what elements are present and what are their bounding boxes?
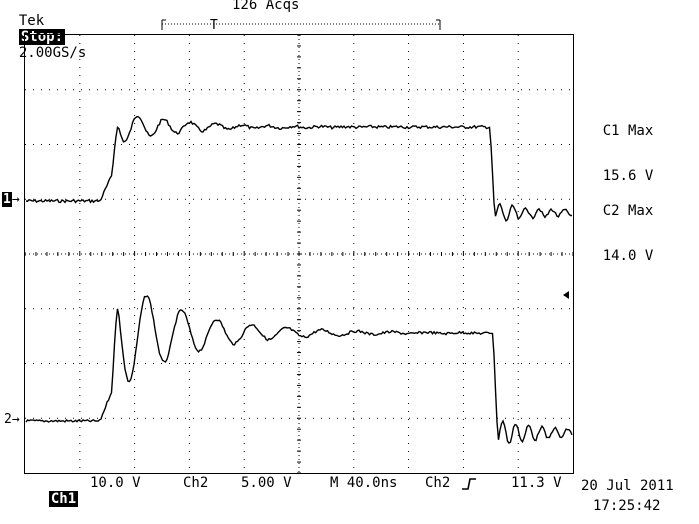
arrow-right-icon: → bbox=[11, 192, 20, 207]
acquisition-count: 126 Acqs bbox=[232, 0, 300, 13]
trigger-position-marker: T bbox=[210, 18, 218, 33]
time-readout: 17:25:42 bbox=[593, 498, 661, 514]
ch2-ground-marker[interactable]: 2→ bbox=[4, 413, 20, 427]
traces bbox=[25, 115, 573, 445]
date-readout: 20 Jul 2011 bbox=[581, 478, 674, 494]
timebase-readout: M 40.0ns bbox=[330, 475, 398, 491]
measurement-name: C2 Max bbox=[602, 203, 654, 219]
measurement-value: 14.0 V bbox=[602, 248, 654, 264]
ch1-scale: 10.0 V bbox=[90, 475, 141, 491]
ch1-ground-marker[interactable]: 1→ bbox=[2, 192, 20, 207]
measurement-value: 15.6 V bbox=[602, 168, 654, 184]
trigger-level-readout: 11.3 V bbox=[511, 475, 562, 491]
ch2-marker-label: 2 bbox=[4, 412, 12, 427]
sample-rate-readout: 2.00GS/s bbox=[18, 45, 87, 61]
ch2-label[interactable]: Ch2 bbox=[183, 475, 209, 491]
ch1-trace bbox=[25, 115, 572, 223]
measurement-c1-max: C1 Max 15.6 V bbox=[597, 94, 659, 199]
arrow-right-icon: → bbox=[11, 412, 20, 427]
ch2-trace bbox=[25, 295, 573, 445]
acquisition-state-badge: Stop: bbox=[18, 29, 66, 45]
trigger-level-icon bbox=[563, 291, 569, 299]
trigger-source: Ch2 bbox=[425, 475, 451, 491]
rising-edge-icon bbox=[462, 478, 476, 490]
graticule-grid bbox=[24, 34, 574, 474]
header-bar: Tek Stop: 2.00GS/s bbox=[2, 0, 86, 61]
ch2-scale: 5.00 V bbox=[241, 475, 292, 491]
brand-label: Tek bbox=[18, 13, 45, 29]
record-length-indicator bbox=[161, 19, 441, 30]
measurement-name: C1 Max bbox=[602, 123, 654, 139]
ch1-label[interactable]: Ch1 bbox=[48, 491, 79, 507]
ch1-marker-label: 1 bbox=[2, 192, 12, 207]
measurement-c2-max: C2 Max 14.0 V bbox=[597, 174, 659, 279]
